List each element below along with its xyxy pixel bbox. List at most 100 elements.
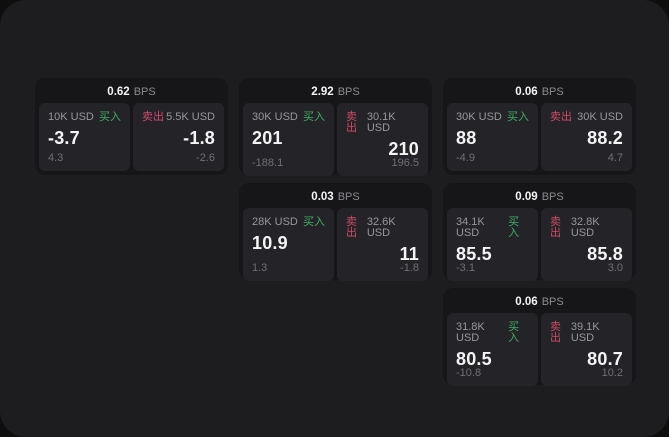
buy-label: 买入 [507,111,529,123]
card-header: 2.92 BPS [243,84,428,101]
sell-label: 卖出 [550,321,561,344]
sell-label: 卖出 [550,216,561,239]
sell-amount: 39.1K USD [570,321,600,344]
buy-price: 80.5 [456,349,492,369]
buy-panel-top: 34.1K USD 买入 [456,217,529,239]
card-header: 0.62 BPS [39,84,224,101]
sell-label: 卖出 [142,111,164,123]
card-header: 0.06 BPS [447,294,632,311]
buy-amount: 30K USD [252,111,298,123]
buy-delta: 4.3 [48,152,64,164]
quote-card: 2.92 BPS 30K USD 买入 201 -188.1 卖出 30.1K … [239,78,432,176]
buy-price: 10.9 [252,233,288,253]
sell-price: 88.2 [587,128,623,148]
buy-delta: -10.8 [456,367,482,379]
buy-label: 买入 [303,216,325,228]
quote-card: 0.03 BPS 28K USD 买入 10.9 1.3 卖出 32.6K US… [239,183,432,281]
buy-delta: -188.1 [252,157,284,169]
sell-panel-top: 卖出 32.6K USD [346,217,419,239]
bps-value: 0.03 [311,191,334,203]
bps-unit: BPS [337,86,360,98]
buy-panel-top: 30K USD 买入 [252,112,325,123]
bps-unit: BPS [133,86,156,98]
quote-card: 0.09 BPS 34.1K USD 买入 85.5 -3.1 卖出 32.8K… [443,183,636,281]
buy-label: 买入 [99,111,121,123]
buy-label: 买入 [303,111,325,123]
sell-price: 85.8 [587,244,623,264]
sell-delta: 4.7 [607,152,623,164]
buy-amount: 10K USD [48,111,94,123]
buy-amount: 31.8K USD [456,321,485,344]
buy-price: 201 [252,128,283,148]
panels: 10K USD 买入 -3.7 4.3 卖出 5.5K USD -1.8 -2.… [39,103,224,171]
sell-price: -1.8 [183,128,215,148]
buy-amount: 34.1K USD [456,216,485,239]
buy-price: 88 [456,128,477,148]
sell-panel[interactable]: 卖出 5.5K USD -1.8 -2.6 [133,103,224,171]
sell-amount: 32.8K USD [570,216,600,239]
sell-label: 卖出 [346,111,357,134]
bps-unit: BPS [541,191,564,203]
bps-value: 0.09 [515,191,538,203]
card-header: 0.09 BPS [447,189,632,206]
sell-label: 卖出 [550,111,572,123]
bps-value: 0.62 [107,86,130,98]
panels: 30K USD 买入 88 -4.9 卖出 30K USD 88.2 4.7 [447,103,632,171]
sell-delta: -1.8 [400,262,419,274]
buy-panel[interactable]: 30K USD 买入 201 -188.1 [243,103,334,176]
buy-delta: -3.1 [456,262,475,274]
buy-panel-top: 30K USD 买入 [456,112,529,123]
bps-value: 2.92 [311,86,334,98]
sell-amount: 30.1K USD [366,111,396,134]
bps-value: 0.06 [515,86,538,98]
buy-panel[interactable]: 30K USD 买入 88 -4.9 [447,103,538,171]
buy-label: 买入 [508,321,520,344]
buy-delta: 1.3 [252,262,268,274]
sell-amount: 5.5K USD [166,111,215,123]
buy-panel[interactable]: 31.8K USD 买入 80.5 -10.8 [447,313,538,386]
panels: 34.1K USD 买入 85.5 -3.1 卖出 32.8K USD 85.8… [447,208,632,281]
quote-grid: 0.62 BPS 10K USD 买入 -3.7 4.3 卖出 5.5K USD… [35,78,636,386]
buy-price: -3.7 [48,128,80,148]
sell-panel[interactable]: 卖出 30K USD 88.2 4.7 [541,103,632,171]
sell-price: 210 [388,139,419,159]
bps-unit: BPS [541,296,564,308]
panels: 28K USD 买入 10.9 1.3 卖出 32.6K USD 11 -1.8 [243,208,428,281]
sell-panel[interactable]: 卖出 32.6K USD 11 -1.8 [337,208,428,281]
sell-price: 80.7 [587,349,623,369]
sell-amount: 30K USD [577,111,623,123]
panels: 31.8K USD 买入 80.5 -10.8 卖出 39.1K USD 80.… [447,313,632,386]
card-header: 0.06 BPS [447,84,632,101]
sell-panel-top: 卖出 30K USD [550,112,623,123]
buy-panel[interactable]: 10K USD 买入 -3.7 4.3 [39,103,130,171]
sell-delta: 10.2 [601,367,623,379]
sell-label: 卖出 [346,216,357,239]
sell-delta: 196.5 [391,157,419,169]
sell-price: 11 [399,244,419,264]
sell-amount: 32.6K USD [366,216,396,239]
buy-amount: 30K USD [456,111,502,123]
buy-panel[interactable]: 28K USD 买入 10.9 1.3 [243,208,334,281]
buy-panel-top: 10K USD 买入 [48,112,121,123]
sell-panel-top: 卖出 30.1K USD [346,112,419,134]
buy-amount: 28K USD [252,216,298,228]
card-header: 0.03 BPS [243,189,428,206]
buy-panel[interactable]: 34.1K USD 买入 85.5 -3.1 [447,208,538,281]
sell-delta: -2.6 [196,152,215,164]
buy-price: 85.5 [456,244,492,264]
sell-panel[interactable]: 卖出 32.8K USD 85.8 3.0 [541,208,632,281]
buy-label: 买入 [508,216,520,239]
buy-panel-top: 31.8K USD 买入 [456,322,529,344]
quote-card: 0.62 BPS 10K USD 买入 -3.7 4.3 卖出 5.5K USD… [35,78,228,175]
bps-unit: BPS [337,191,360,203]
sell-panel-top: 卖出 5.5K USD [142,112,215,123]
bps-unit: BPS [541,86,564,98]
sell-panel[interactable]: 卖出 39.1K USD 80.7 10.2 [541,313,632,386]
sell-panel-top: 卖出 32.8K USD [550,217,623,239]
quote-card: 0.06 BPS 31.8K USD 买入 80.5 -10.8 卖出 39.1… [443,288,636,386]
sell-delta: 3.0 [607,262,623,274]
quote-card: 0.06 BPS 30K USD 买入 88 -4.9 卖出 30K USD 8… [443,78,636,175]
bps-value: 0.06 [515,296,538,308]
buy-panel-top: 28K USD 买入 [252,217,325,228]
sell-panel[interactable]: 卖出 30.1K USD 210 196.5 [337,103,428,176]
